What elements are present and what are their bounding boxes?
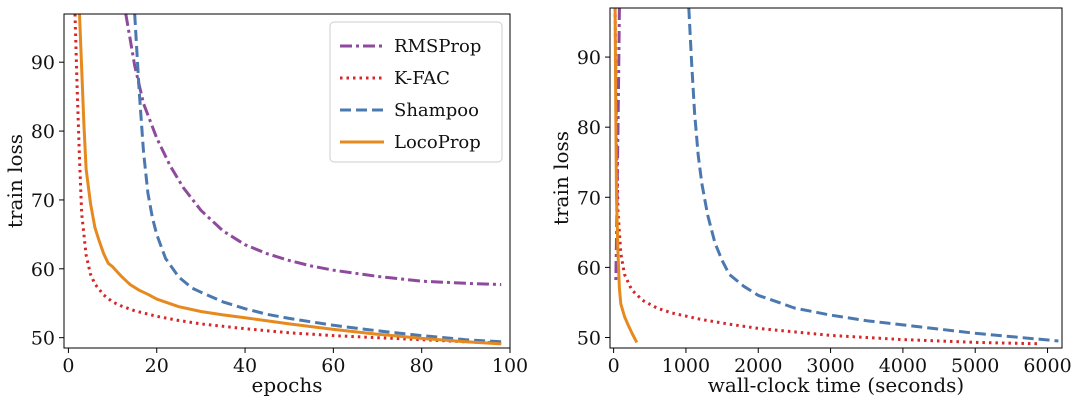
- axes-frame: [609, 7, 1063, 349]
- ticks-layer: 0 1000 2000 3000 4000 5000 6000 50 60 70 80 90: [577, 47, 1072, 377]
- x-tick-label: 0: [608, 355, 620, 377]
- x-tick-label: 4000: [879, 355, 927, 377]
- y-tick-label: 60: [577, 257, 601, 279]
- y-tick-label: 90: [577, 47, 601, 69]
- series-line-shampoo: [687, 8, 1059, 343]
- y-tick-label: 70: [577, 187, 601, 209]
- x-tick-label: 20: [145, 355, 169, 377]
- y-tick-label: 60: [31, 259, 55, 281]
- series-layer: [613, 8, 1059, 346]
- x-tick-label: 1000: [662, 355, 710, 377]
- legend: RMSProp K-FAC Shampoo LocoProp: [329, 21, 503, 163]
- x-tick-label: 0: [62, 355, 74, 377]
- series-line-k-fac: [613, 8, 1041, 346]
- chart-epochs: 0 20 40 60 80 100 50 60 70 80 90 epochs train loss…: [3, 13, 528, 397]
- legend-label-rmsprop: RMSProp: [394, 36, 481, 57]
- series-line-locoprop: [613, 8, 639, 344]
- x-tick-label: 100: [492, 355, 528, 377]
- y-axis-label: train loss: [3, 134, 27, 228]
- y-tick-label: 80: [31, 121, 55, 143]
- y-tick-label: 70: [31, 190, 55, 212]
- x-tick-label: 3000: [806, 355, 854, 377]
- series-line-k-fac: [73, 14, 502, 345]
- legend-box: [329, 21, 503, 163]
- series-line-locoprop: [78, 14, 502, 346]
- y-axis-label: train loss: [549, 131, 573, 225]
- axes-frame: [63, 13, 511, 349]
- ticks-layer: 0 20 40 60 80 100 50 60 70 80 90: [31, 52, 528, 377]
- series-line-shampoo: [133, 14, 502, 344]
- x-tick-label: 6000: [1023, 355, 1071, 377]
- x-axis-label: wall-clock time (seconds): [708, 373, 964, 397]
- legend-label-k-fac: K-FAC: [394, 68, 450, 89]
- chart-wall-clock: 0 1000 2000 3000 4000 5000 6000 50 60 70 80 90 wall…: [549, 7, 1072, 397]
- series-line-rmsprop: [124, 14, 502, 287]
- x-axis-label: epochs: [251, 373, 322, 397]
- x-tick-label: 5000: [951, 355, 999, 377]
- x-tick-label: 60: [321, 355, 345, 377]
- legend-label-locoprop: LocoProp: [394, 132, 481, 153]
- y-tick-label: 50: [577, 327, 601, 349]
- x-tick-label: 40: [233, 355, 257, 377]
- x-tick-label: 2000: [734, 355, 782, 377]
- y-tick-label: 80: [577, 117, 601, 139]
- y-tick-label: 50: [31, 328, 55, 350]
- legend-items: RMSProp K-FAC Shampoo LocoProp: [340, 36, 481, 153]
- x-tick-label: 80: [410, 355, 434, 377]
- y-tick-label: 90: [31, 52, 55, 74]
- series-layer: [73, 14, 502, 346]
- legend-label-shampoo: Shampoo: [394, 100, 479, 121]
